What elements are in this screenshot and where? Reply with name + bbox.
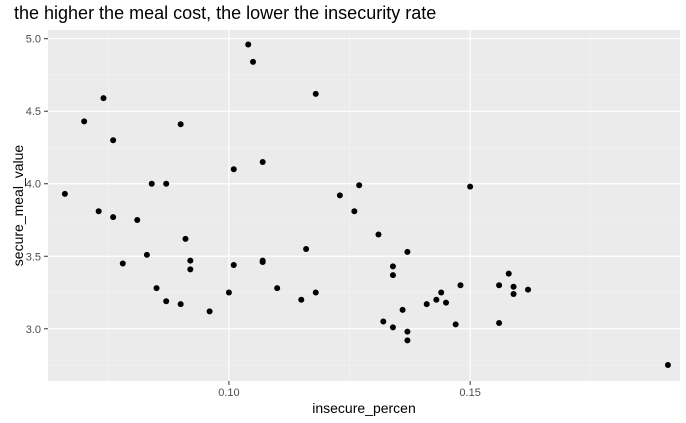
data-point (143, 251, 150, 258)
data-point (496, 319, 503, 326)
data-point (245, 41, 252, 48)
data-point (110, 137, 117, 144)
data-point (443, 299, 450, 306)
data-point (375, 231, 382, 238)
data-point (404, 248, 411, 255)
data-point (496, 282, 503, 289)
data-point (356, 182, 363, 189)
data-point (452, 321, 459, 328)
data-point (119, 260, 126, 267)
y-tick-label: 3.0 (26, 324, 41, 336)
x-axis-title: insecure_percen (312, 400, 416, 416)
x-axis: 0.10 0.15 (218, 381, 481, 399)
data-point (467, 183, 474, 190)
data-point (163, 180, 170, 187)
data-point (206, 308, 213, 315)
data-point (457, 282, 464, 289)
major-gridlines (48, 30, 680, 381)
y-axis-title: secure_meal_value (10, 145, 26, 267)
data-point (389, 272, 396, 279)
minor-gridlines (48, 30, 680, 381)
data-point (153, 285, 160, 292)
data-point (230, 166, 237, 173)
data-point (438, 289, 445, 296)
y-tick-label: 3.5 (26, 251, 41, 263)
data-point (148, 180, 155, 187)
data-point (423, 301, 430, 308)
data-point (351, 208, 358, 215)
data-point (187, 257, 194, 264)
data-point (510, 290, 517, 297)
data-point (303, 246, 310, 253)
data-point (250, 58, 257, 65)
data-point (298, 296, 305, 303)
data-point (230, 261, 237, 268)
data-point (312, 90, 319, 97)
data-point (380, 318, 387, 325)
y-tick-label: 4.0 (26, 179, 41, 191)
data-point (61, 190, 68, 197)
data-point (389, 324, 396, 331)
y-axis: 3.0 3.5 4.0 4.5 5.0 (26, 34, 48, 336)
data-point (259, 158, 266, 165)
data-point (404, 328, 411, 335)
data-point (182, 235, 189, 242)
x-tick-label: 0.10 (218, 387, 239, 399)
data-point (336, 192, 343, 199)
data-point (525, 286, 532, 293)
data-point (163, 298, 170, 305)
y-tick-label: 4.5 (26, 106, 41, 118)
data-point (389, 263, 396, 270)
data-point (510, 283, 517, 290)
data-point (81, 118, 88, 125)
data-point (187, 266, 194, 273)
data-point (312, 289, 319, 296)
data-point (134, 217, 141, 224)
x-tick-label: 0.15 (459, 387, 480, 399)
data-point (259, 259, 266, 266)
data-point (100, 95, 107, 102)
data-point (404, 337, 411, 344)
data-point (177, 301, 184, 308)
data-point (274, 285, 281, 292)
data-point (505, 270, 512, 277)
data-point (110, 214, 117, 221)
data-point (225, 289, 232, 296)
data-point (664, 362, 671, 369)
y-tick-label: 5.0 (26, 34, 41, 46)
data-point (399, 306, 406, 313)
chart-title: the higher the meal cost, the lower the … (14, 3, 437, 23)
plot-panel (48, 30, 680, 381)
data-point (177, 121, 184, 128)
data-point (433, 296, 440, 303)
data-points (61, 41, 671, 369)
data-point (95, 208, 102, 215)
